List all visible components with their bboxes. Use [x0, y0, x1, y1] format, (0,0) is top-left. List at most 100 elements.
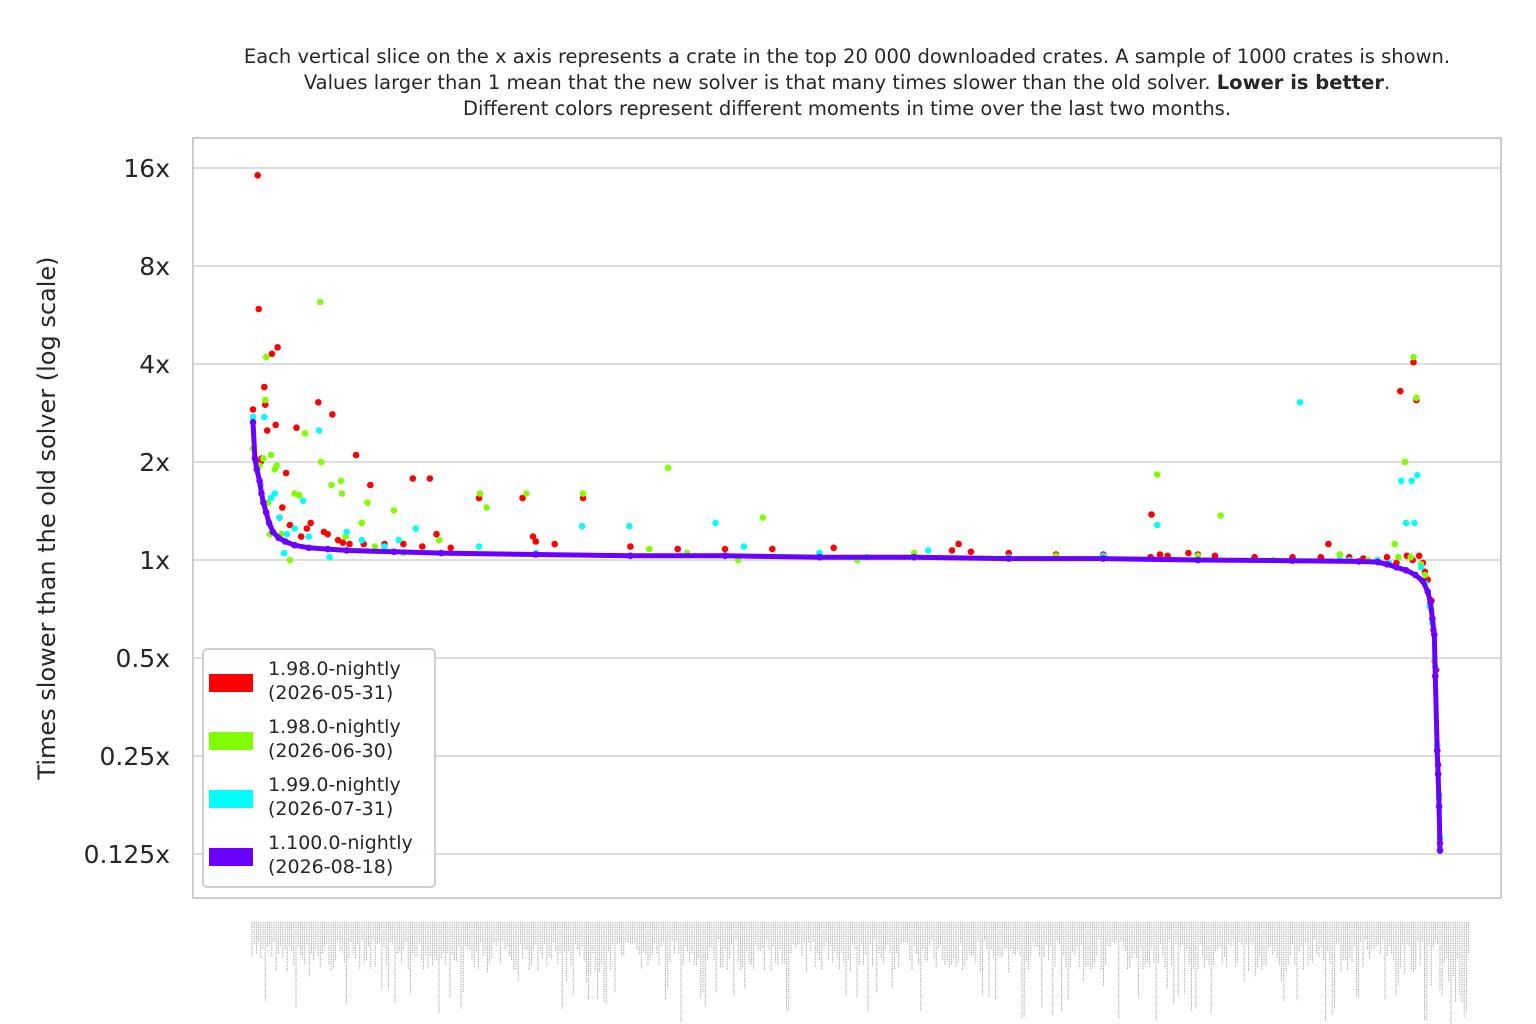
series-group — [249, 418, 1444, 854]
data-point — [395, 536, 403, 544]
data-point — [338, 490, 346, 497]
data-point — [1413, 394, 1420, 402]
data-point — [1397, 387, 1404, 395]
data-point — [419, 543, 426, 550]
y-tick-label: 1x — [139, 546, 170, 575]
data-point — [1217, 512, 1224, 519]
data-point — [279, 504, 286, 511]
series-trend-line — [250, 419, 1443, 854]
data-point — [476, 490, 484, 497]
data-point — [626, 522, 633, 530]
data-point — [343, 528, 350, 536]
data-point — [371, 543, 379, 550]
data-point — [1417, 564, 1425, 571]
data-point — [721, 545, 729, 553]
data-point — [261, 383, 268, 391]
data-point — [381, 543, 388, 550]
data-point — [315, 399, 322, 406]
data-point — [1325, 540, 1332, 548]
data-point — [367, 481, 374, 489]
data-point — [268, 350, 276, 358]
data-point — [712, 519, 719, 527]
legend-label: (2026-05-31) — [268, 682, 393, 704]
data-point — [282, 469, 290, 477]
data-point — [352, 451, 360, 459]
data-point — [249, 413, 257, 421]
data-point — [272, 421, 280, 429]
data-point — [1415, 552, 1423, 560]
data-point — [532, 538, 540, 545]
data-point — [529, 533, 537, 540]
data-point — [1395, 553, 1402, 561]
subtitle-line-2: Values larger than 1 mean that the new s… — [172, 70, 1522, 96]
data-point — [297, 533, 305, 540]
data-point — [1402, 519, 1410, 527]
data-point — [948, 547, 956, 554]
data-point — [433, 530, 440, 538]
data-point — [254, 172, 261, 179]
data-point — [436, 536, 443, 544]
data-point — [1408, 477, 1415, 485]
data-point — [390, 507, 398, 514]
data-point — [286, 521, 294, 529]
legend-swatch — [209, 848, 253, 866]
data-point — [267, 494, 275, 502]
data-point — [1411, 519, 1418, 527]
data-point — [523, 490, 530, 497]
legend-label: 1.99.0-nightly — [268, 774, 401, 796]
data-point — [337, 477, 345, 485]
x-tick-labels — [251, 922, 1470, 1024]
data-point — [740, 543, 748, 550]
data-point — [326, 553, 333, 561]
data-point — [674, 545, 681, 553]
data-point — [286, 556, 294, 564]
subtitle-line-3: Different colors represent different mom… — [462, 97, 1232, 120]
data-point — [1296, 399, 1304, 406]
data-point — [759, 514, 767, 521]
data-point — [1336, 551, 1343, 558]
y-tick-label: 0.5x — [115, 644, 170, 673]
data-point — [551, 540, 558, 548]
data-point — [316, 298, 324, 306]
legend-swatch — [209, 732, 253, 750]
data-point — [1148, 511, 1155, 518]
data-point — [346, 540, 353, 548]
data-point — [664, 464, 672, 472]
data-point — [291, 525, 298, 532]
legend-label: (2026-07-31) — [268, 798, 393, 820]
data-point — [1156, 551, 1164, 558]
data-point — [280, 549, 288, 557]
data-point — [307, 519, 315, 527]
data-point — [1153, 471, 1161, 478]
legend-swatch — [209, 674, 253, 692]
data-point — [260, 455, 267, 462]
legend-label: (2026-08-18) — [268, 856, 393, 878]
chart-subtitle: Each vertical slice on the x axis repres… — [172, 44, 1522, 122]
y-tick-label: 0.25x — [100, 742, 170, 771]
data-point — [1421, 571, 1429, 579]
data-point — [1185, 549, 1192, 557]
subtitle-line-2-text: Values larger than 1 mean that the new s… — [303, 71, 1217, 94]
data-point — [578, 522, 586, 530]
data-point — [305, 533, 313, 540]
data-point — [271, 490, 279, 497]
legend-label: 1.98.0-nightly — [268, 658, 401, 680]
legend-box — [202, 648, 436, 888]
data-point — [364, 499, 371, 507]
data-point — [646, 545, 653, 553]
data-point — [1391, 540, 1398, 548]
data-point — [328, 481, 335, 489]
legend-label: 1.98.0-nightly — [268, 716, 401, 738]
data-point — [329, 411, 336, 418]
subtitle-line-1: Each vertical slice on the x axis repres… — [243, 45, 1451, 68]
data-point — [925, 547, 932, 554]
legend-label: 1.100.0-nightly — [268, 832, 413, 854]
data-point — [769, 545, 776, 553]
data-point — [267, 451, 275, 459]
data-point — [1397, 477, 1405, 485]
y-tick-label: 16x — [123, 154, 170, 183]
y-tick-label: 4x — [139, 350, 170, 379]
data-point — [1407, 553, 1414, 561]
data-point — [627, 543, 634, 550]
data-point — [1211, 552, 1219, 560]
